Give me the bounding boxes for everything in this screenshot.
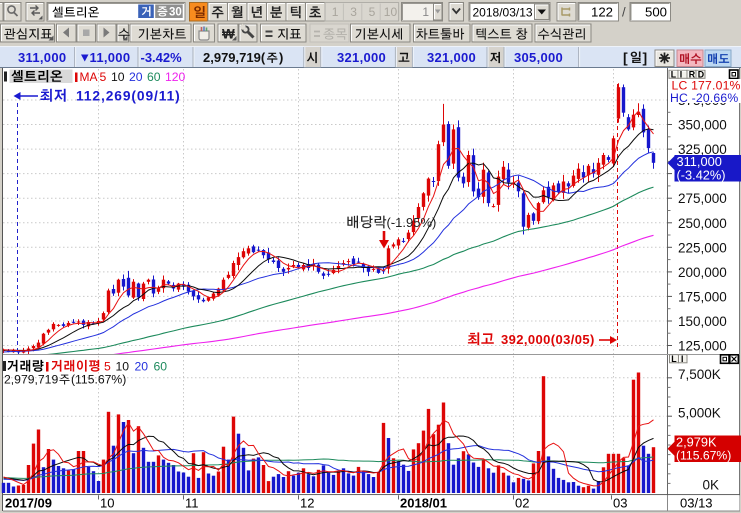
- svg-text:60: 60: [154, 360, 168, 374]
- svg-text:LC 177.01%: LC 177.01%: [672, 79, 741, 93]
- svg-text:): ): [279, 50, 283, 65]
- svg-text:125,000: 125,000: [678, 339, 727, 354]
- svg-text:200,000: 200,000: [678, 265, 727, 280]
- svg-text:120: 120: [165, 70, 186, 84]
- svg-text:175,000: 175,000: [678, 289, 727, 304]
- svg-text:10: 10: [100, 495, 114, 510]
- svg-text:5: 5: [100, 70, 107, 84]
- svg-text:3: 3: [350, 5, 357, 19]
- svg-text:HC -20.66%: HC -20.66%: [670, 91, 738, 105]
- svg-text:03/13: 03/13: [680, 495, 713, 510]
- svg-text:325,000: 325,000: [678, 142, 727, 157]
- svg-text:MA: MA: [80, 70, 98, 84]
- svg-text:5: 5: [104, 360, 111, 374]
- svg-text:311,000: 311,000: [18, 50, 66, 65]
- svg-text:(-1.95%): (-1.95%): [387, 215, 437, 230]
- svg-text:D: D: [698, 69, 704, 79]
- svg-text:₩: ₩: [222, 27, 235, 42]
- svg-text:/: /: [622, 5, 626, 20]
- svg-text:1: 1: [422, 5, 429, 19]
- svg-text:1: 1: [332, 5, 339, 19]
- svg-text:L: L: [671, 69, 677, 79]
- svg-text:02: 02: [515, 495, 529, 510]
- svg-text:2018/03/13: 2018/03/13: [473, 6, 533, 20]
- svg-text:5,000K: 5,000K: [678, 406, 721, 421]
- svg-text:10: 10: [384, 5, 398, 19]
- svg-text:10: 10: [116, 360, 130, 374]
- svg-text:L: L: [671, 354, 677, 364]
- svg-text:2017/09: 2017/09: [5, 495, 52, 510]
- svg-text:5: 5: [369, 5, 376, 19]
- svg-text:2,979,719: 2,979,719: [4, 373, 58, 387]
- svg-text:275,000: 275,000: [678, 191, 727, 206]
- svg-text:(115.67%): (115.67%): [71, 373, 126, 387]
- svg-text:(-3.42%): (-3.42%): [677, 167, 726, 182]
- svg-text:321,000: 321,000: [337, 50, 386, 65]
- svg-text:311,000: 311,000: [677, 154, 722, 169]
- svg-text:250,000: 250,000: [678, 216, 727, 231]
- svg-text:R: R: [689, 69, 696, 79]
- svg-text:2,979,719(: 2,979,719(: [203, 50, 266, 65]
- svg-text:[: [: [623, 50, 628, 66]
- svg-text:20: 20: [135, 360, 149, 374]
- svg-text:60: 60: [147, 70, 161, 84]
- svg-text:20: 20: [129, 70, 143, 84]
- svg-text:350,000: 350,000: [678, 118, 727, 133]
- svg-text:I: I: [680, 69, 682, 79]
- svg-text:I: I: [681, 354, 683, 364]
- svg-text:-3.42%: -3.42%: [141, 50, 183, 65]
- svg-text:11,000: 11,000: [90, 50, 131, 65]
- svg-text:321,000: 321,000: [427, 50, 476, 65]
- svg-text:112,269(09/11): 112,269(09/11): [76, 89, 181, 104]
- svg-text:122: 122: [591, 5, 613, 20]
- svg-text:(115.67%): (115.67%): [676, 449, 731, 463]
- svg-text:7,500K: 7,500K: [678, 367, 721, 382]
- svg-text:11: 11: [185, 495, 199, 510]
- svg-text:30: 30: [169, 7, 182, 19]
- svg-text:500: 500: [645, 5, 667, 20]
- svg-text:2018/01: 2018/01: [400, 495, 447, 510]
- svg-text:2,979K: 2,979K: [676, 434, 717, 449]
- svg-text:392,000(03/05): 392,000(03/05): [501, 332, 595, 347]
- svg-text:0K: 0K: [703, 478, 720, 493]
- svg-text:150,000: 150,000: [678, 314, 727, 329]
- svg-text:10: 10: [111, 70, 125, 84]
- svg-text:03: 03: [613, 495, 627, 510]
- svg-text:]: ]: [643, 50, 648, 66]
- svg-text:12: 12: [300, 495, 314, 510]
- svg-text:305,000: 305,000: [514, 50, 563, 65]
- svg-text:225,000: 225,000: [678, 240, 727, 255]
